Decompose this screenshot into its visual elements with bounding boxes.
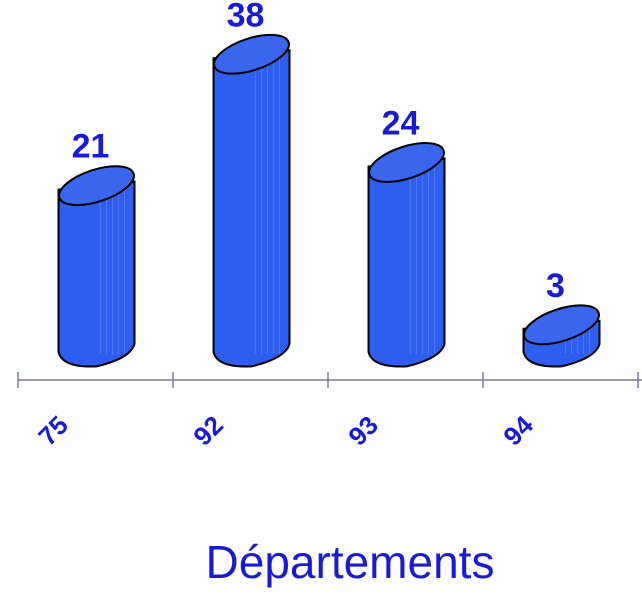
data-label: 3 — [546, 267, 565, 305]
data-label: 38 — [227, 0, 265, 34]
bar-body — [57, 180, 136, 368]
bar — [212, 33, 291, 368]
bar — [57, 165, 136, 368]
bar — [522, 304, 601, 368]
bar-body — [367, 157, 446, 368]
bar-top — [213, 33, 290, 75]
bar-body — [212, 49, 291, 368]
x-tick-label: 92 — [187, 410, 229, 452]
bars-group — [57, 33, 601, 368]
data-label: 24 — [382, 104, 420, 142]
x-tick-label: 94 — [497, 409, 539, 451]
bar-top — [58, 165, 135, 207]
bar-top — [368, 142, 445, 183]
x-tick-labels: 75 92 93 94 — [32, 409, 539, 451]
x-tick-label: 93 — [342, 410, 384, 452]
data-labels: 21 38 24 3 — [72, 0, 565, 305]
bar-top — [523, 304, 600, 346]
x-tick-label: 75 — [32, 410, 74, 452]
bar — [367, 142, 446, 368]
x-axis-title: Départements — [206, 536, 495, 588]
data-label: 21 — [72, 128, 110, 166]
x-axis-ticks — [17, 372, 639, 388]
